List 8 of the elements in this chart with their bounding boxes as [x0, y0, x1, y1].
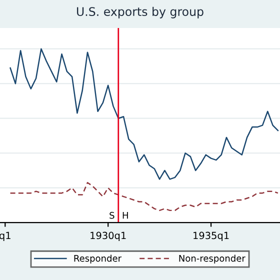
x-tick-label: 1935q1 [194, 232, 229, 242]
chart-title: U.S. exports by group [77, 6, 204, 18]
annotation: S [110, 212, 114, 219]
x-tick-label: 1930q1 [90, 232, 126, 242]
x-tick-label: q1 [0, 232, 10, 242]
annotation: H [122, 212, 128, 219]
legend-label: Responder [74, 254, 122, 264]
legend-label: Non-responder [179, 254, 246, 264]
